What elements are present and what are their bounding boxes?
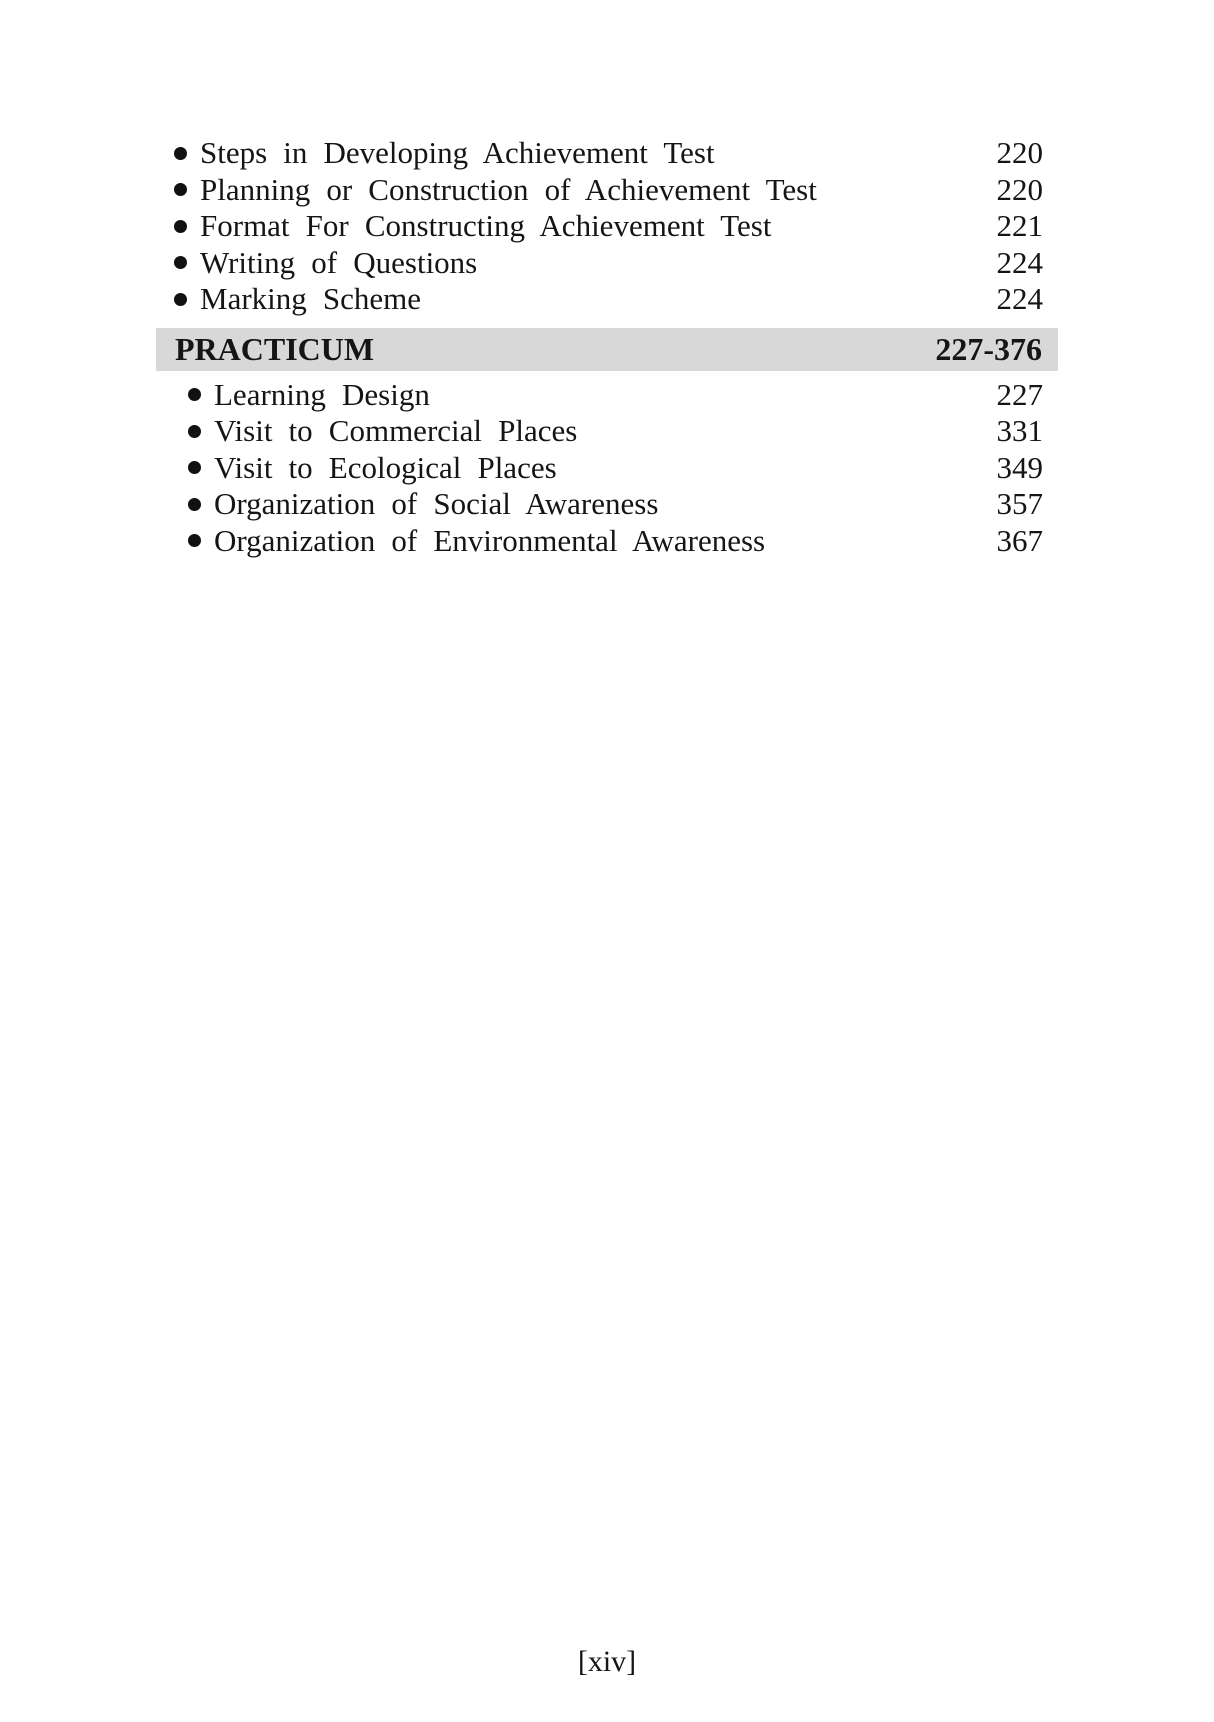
toc-entry-label: Marking Scheme <box>200 281 422 316</box>
toc-entry-page: 227 <box>996 376 1044 412</box>
toc-entry-page: 357 <box>996 486 1044 521</box>
section-title: PRACTICUM <box>175 330 375 367</box>
toc-entry: Format For Constructing Achievement Test… <box>156 208 1058 245</box>
toc-entry-label: Learning Design <box>214 376 430 412</box>
toc-entry: Learning Design 227 <box>156 377 1058 414</box>
toc-entry: Visit to Commercial Places 331 <box>156 413 1058 450</box>
toc-entry-page: 221 <box>996 208 1044 243</box>
toc-entry: Visit to Ecological Places 349 <box>156 450 1058 487</box>
toc-entry: Organization of Social Awareness 357 <box>156 486 1058 523</box>
bullet-icon <box>174 256 187 270</box>
toc-entry-label: Visit to Commercial Places <box>214 413 578 448</box>
bullet-icon <box>188 388 201 402</box>
bullet-icon <box>188 534 201 548</box>
toc-entry: Steps in Developing Achievement Test 220 <box>156 135 1058 172</box>
toc-entry-label: Planning or Construction of Achievement … <box>200 171 817 207</box>
toc-entry-page: 367 <box>996 522 1044 558</box>
bullet-icon <box>174 219 187 233</box>
toc-entry-page: 224 <box>996 244 1044 280</box>
toc-entry-label: Format For Constructing Achievement Test <box>200 208 772 243</box>
toc-section-group-2: Learning Design 227 Visit to Commercial … <box>156 377 1058 560</box>
toc-entry-label: Organization of Social Awareness <box>214 486 659 521</box>
section-page-range: 227-376 <box>935 330 1042 367</box>
toc-entry-page: 220 <box>996 171 1044 207</box>
toc-entry: Organization of Environmental Awareness … <box>156 523 1058 560</box>
bullet-icon <box>174 146 187 160</box>
toc-entry: Writing of Questions 224 <box>156 245 1058 282</box>
bullet-icon <box>188 424 201 438</box>
toc-entry-page: 224 <box>996 281 1044 316</box>
toc-entry-page: 349 <box>996 449 1044 485</box>
toc-entry-page: 220 <box>996 135 1044 170</box>
toc-entry: Planning or Construction of Achievement … <box>156 172 1058 209</box>
bullet-icon <box>174 183 187 197</box>
bullet-icon <box>188 461 201 475</box>
toc-entry-label: Organization of Environmental Awareness <box>214 522 766 558</box>
table-of-contents: Steps in Developing Achievement Test 220… <box>156 135 1058 559</box>
bullet-icon <box>188 497 201 511</box>
toc-entry: Marking Scheme 224 <box>156 281 1058 318</box>
toc-section-group-1: Steps in Developing Achievement Test 220… <box>156 135 1058 318</box>
toc-entry-page: 331 <box>996 413 1044 448</box>
toc-entry-label: Visit to Ecological Places <box>214 449 557 485</box>
toc-entry-label: Writing of Questions <box>200 244 478 280</box>
bullet-icon <box>174 292 187 306</box>
toc-entry-label: Steps in Developing Achievement Test <box>200 135 715 170</box>
page-number-footer: [xiv] <box>577 1645 637 1678</box>
section-header-practicum: PRACTICUM 227-376 <box>156 327 1058 371</box>
